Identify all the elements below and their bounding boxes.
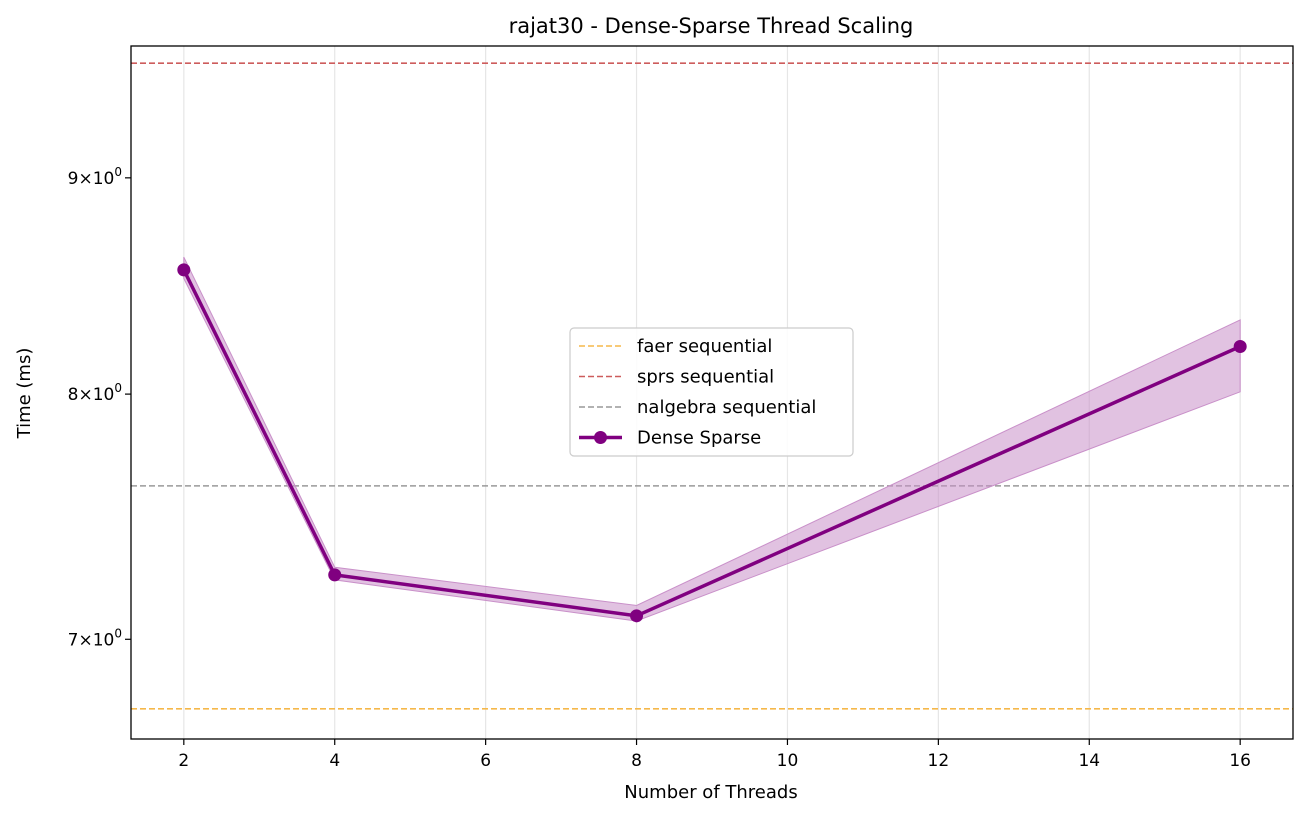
legend-entry: nalgebra sequential bbox=[579, 397, 816, 418]
x-tick-label: 16 bbox=[1229, 751, 1251, 771]
legend-label: Dense Sparse bbox=[637, 428, 761, 449]
x-axis-label: Number of Threads bbox=[624, 782, 797, 803]
y-tick-label: 8×100 bbox=[68, 381, 122, 405]
legend-entry: sprs sequential bbox=[579, 367, 774, 388]
legend-label: nalgebra sequential bbox=[637, 397, 816, 418]
x-tick-label: 4 bbox=[329, 751, 340, 771]
legend-label: faer sequential bbox=[637, 336, 772, 357]
legend: faer sequential sprs sequential nalgebra s… bbox=[569, 327, 854, 457]
chart-title: rajat30 - Dense-Sparse Thread Scaling bbox=[509, 14, 914, 38]
x-tick-label: 6 bbox=[480, 751, 491, 771]
series-markers bbox=[177, 263, 1247, 623]
y-tick-label: 9×100 bbox=[68, 165, 122, 189]
legend-entry: faer sequential bbox=[579, 336, 772, 357]
data-point bbox=[1233, 340, 1247, 354]
y-tick-label: 7×100 bbox=[68, 626, 122, 650]
grid bbox=[183, 46, 1241, 739]
legend-marker bbox=[594, 431, 607, 444]
data-point bbox=[630, 609, 644, 623]
legend-entry: Dense Sparse bbox=[579, 428, 761, 449]
x-axis-ticks: 2 4 6 8 10 12 14 16 bbox=[178, 739, 1251, 771]
plot-frame bbox=[130, 45, 1294, 740]
y-axis-ticks: 7×100 8×100 9×100 bbox=[68, 165, 131, 650]
reference-lines bbox=[131, 62, 1293, 710]
series-line bbox=[182, 269, 1241, 618]
legend-box bbox=[569, 327, 854, 457]
x-tick-label: 2 bbox=[178, 751, 189, 771]
x-tick-label: 10 bbox=[777, 751, 799, 771]
data-point bbox=[177, 263, 191, 277]
y-axis-label: Time (ms) bbox=[14, 348, 35, 440]
x-tick-label: 12 bbox=[928, 751, 950, 771]
legend-label: sprs sequential bbox=[637, 367, 774, 388]
x-tick-label: 14 bbox=[1078, 751, 1100, 771]
series-lines bbox=[182, 269, 1241, 618]
x-tick-label: 8 bbox=[631, 751, 642, 771]
data-point bbox=[328, 568, 342, 582]
